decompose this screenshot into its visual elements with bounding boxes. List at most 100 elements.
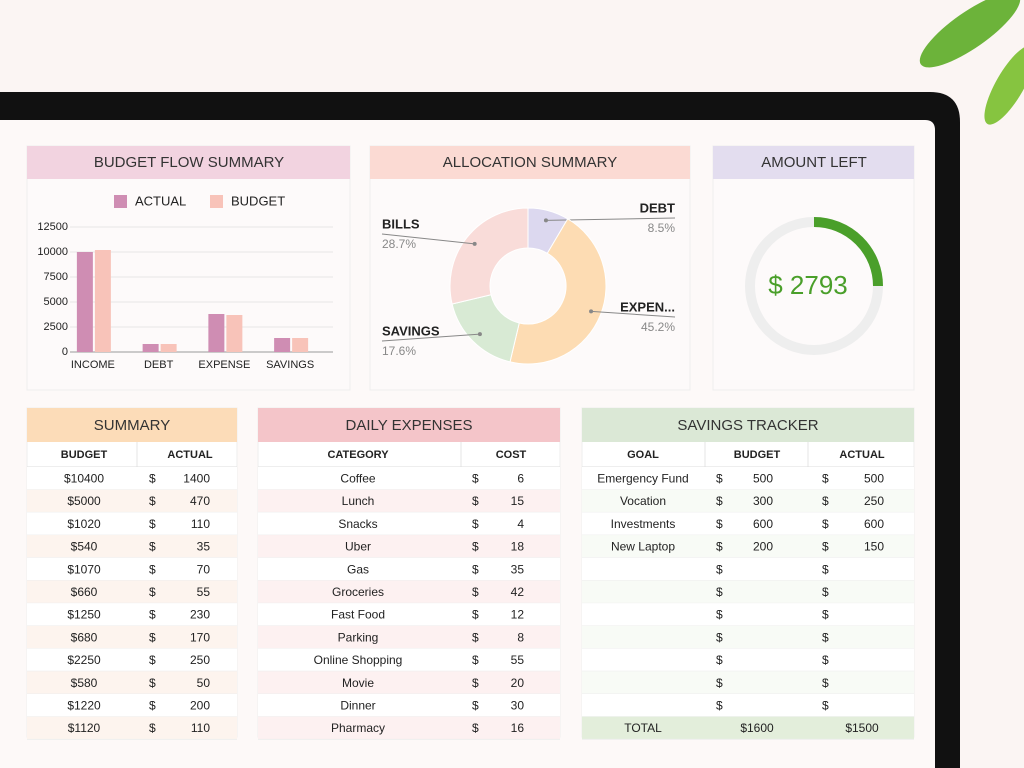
currency: $ (149, 472, 156, 486)
cell: 50 (197, 676, 211, 690)
column-header: COST (496, 449, 527, 461)
cell: 20 (511, 676, 525, 690)
table-title: DAILY EXPENSES (345, 417, 472, 434)
cell: Lunch (342, 494, 375, 508)
currency: $ (149, 676, 156, 690)
table-row (582, 489, 914, 513)
table-row (27, 489, 237, 513)
currency: $ (822, 653, 829, 667)
cell: 150 (864, 540, 884, 554)
bar (76, 252, 93, 352)
currency: $ (716, 562, 723, 576)
table-row (582, 557, 914, 581)
bar (160, 344, 177, 352)
pie-slice (449, 207, 529, 305)
currency: $ (822, 608, 829, 622)
table-row (27, 467, 237, 490)
cell: 230 (190, 608, 210, 622)
bar (142, 344, 159, 352)
cell: Investments (611, 517, 676, 531)
y-tick-label: 5000 (44, 296, 68, 308)
table-row (27, 580, 237, 604)
cell: 200 (753, 540, 773, 554)
x-tick-label: DEBT (144, 359, 174, 371)
currency: $ (149, 653, 156, 667)
currency: $ (822, 494, 829, 508)
currency: $ (149, 630, 156, 644)
leaf (919, 0, 1021, 68)
cell: Coffee (340, 472, 375, 486)
slice-value: 45.2% (641, 320, 675, 334)
leader-dot (472, 241, 477, 246)
leader-dot (477, 332, 482, 337)
currency: $ (472, 721, 479, 735)
cell: $10400 (64, 472, 104, 486)
currency: $ (472, 630, 479, 644)
currency: $ (472, 540, 479, 554)
y-tick-label: 0 (62, 346, 68, 358)
cell: Vocation (620, 494, 666, 508)
cell: 250 (190, 653, 210, 667)
cell: $680 (71, 630, 98, 644)
cell: 1400 (183, 472, 210, 486)
cell: $1600 (740, 721, 774, 735)
cell: 15 (511, 494, 525, 508)
slice-label: SAVINGS (382, 323, 440, 338)
cell: Movie (342, 676, 374, 690)
leaf (984, 45, 1024, 125)
table-row (27, 625, 237, 649)
currency: $ (716, 699, 723, 713)
cell: 300 (753, 494, 773, 508)
cell: Pharmacy (331, 721, 385, 735)
table-row (27, 557, 237, 581)
currency: $ (822, 472, 829, 486)
table-row (258, 580, 560, 604)
cell: $1120 (68, 721, 101, 735)
cell: $1020 (67, 517, 101, 531)
cell: 200 (190, 699, 210, 713)
currency: $ (822, 676, 829, 690)
cell: 600 (864, 517, 884, 531)
bar (226, 315, 243, 352)
legend-label: BUDGET (231, 193, 285, 208)
table-row (582, 580, 914, 604)
currency: $ (822, 699, 829, 713)
currency: $ (472, 653, 479, 667)
currency: $ (472, 562, 479, 576)
panel-header (370, 146, 690, 179)
leader-line (381, 333, 480, 342)
table-title: SAVINGS TRACKER (677, 417, 818, 434)
currency: $ (716, 540, 723, 554)
column-header: CATEGORY (327, 449, 389, 461)
legend-swatch (114, 195, 127, 208)
cell: Groceries (332, 585, 384, 599)
cell: $540 (71, 540, 98, 554)
legend-swatch (210, 195, 223, 208)
cell: $1500 (845, 721, 879, 735)
x-tick-label: SAVINGS (266, 359, 314, 371)
table-row (582, 467, 914, 490)
table-row (27, 603, 237, 626)
bar (292, 338, 309, 352)
cell: $1070 (67, 562, 101, 576)
cell: Gas (347, 562, 369, 576)
bar (274, 338, 291, 352)
currency: $ (716, 517, 723, 531)
currency: $ (149, 540, 156, 554)
currency: $ (716, 585, 723, 599)
panel-header (713, 146, 914, 179)
y-tick-label: 12500 (37, 221, 68, 233)
table-row (258, 535, 560, 558)
x-tick-label: EXPENSE (198, 359, 250, 371)
currency: $ (716, 653, 723, 667)
leader-dot (543, 218, 548, 223)
currency: $ (149, 494, 156, 508)
cell: $5000 (67, 494, 101, 508)
currency: $ (472, 517, 479, 531)
currency: $ (149, 608, 156, 622)
slice-value: 28.7% (382, 237, 416, 251)
cell: Emergency Fund (597, 472, 688, 486)
cell: Online Shopping (314, 653, 403, 667)
table-row (27, 512, 237, 536)
